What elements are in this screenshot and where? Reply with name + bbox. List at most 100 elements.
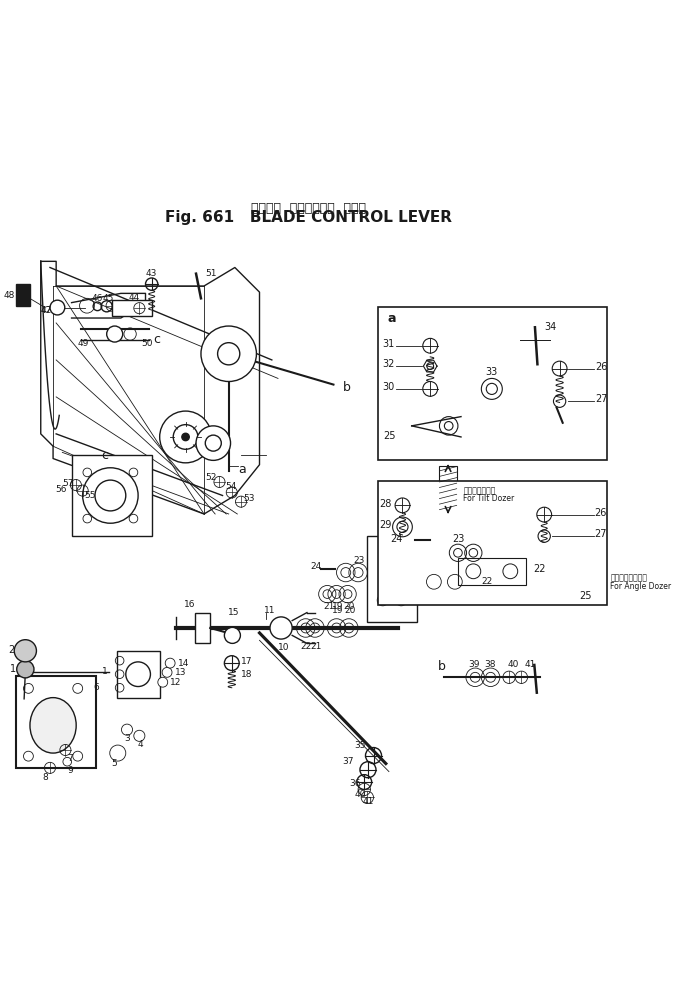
Circle shape [201,326,256,382]
Text: 17: 17 [241,657,252,666]
Text: a: a [387,311,396,324]
Text: 18: 18 [241,670,252,679]
Text: 9: 9 [67,766,73,775]
Text: 19: 19 [332,606,343,615]
Bar [378,307,607,460]
Text: 51: 51 [205,270,217,278]
Text: 48: 48 [4,290,15,299]
Text: For Tilt Dozer: For Tilt Dozer [464,495,515,503]
Text: 22: 22 [481,578,493,587]
Text: 53: 53 [243,495,254,503]
Text: 4: 4 [137,740,143,749]
Text: ブレード  コントロール  レバー: ブレード コントロール レバー [251,201,366,215]
Bar [16,284,30,305]
Text: Fig. 661   BLADE CONTROL LEVER: Fig. 661 BLADE CONTROL LEVER [166,210,452,225]
Bar [112,300,151,315]
Text: 31: 31 [383,339,395,349]
Text: 21: 21 [323,602,334,610]
Text: 39: 39 [468,660,479,670]
Text: 42: 42 [41,305,52,314]
Text: 27: 27 [595,529,607,539]
Text: 50: 50 [141,339,153,349]
Text: b: b [438,660,446,673]
Text: 3: 3 [124,734,130,743]
Circle shape [160,411,211,463]
Text: アングルドーザ用: アングルドーザ用 [610,573,647,582]
Text: b: b [343,382,351,394]
Text: 19: 19 [332,602,344,610]
Text: 14: 14 [178,659,189,668]
Text: 57: 57 [63,479,74,488]
Text: c: c [101,449,108,462]
Text: 5: 5 [112,759,117,768]
Text: 43: 43 [145,269,157,277]
Text: 56: 56 [56,485,67,494]
Text: 38: 38 [485,660,496,670]
Text: 33: 33 [486,367,498,377]
Text: 27: 27 [596,394,608,404]
Text: 41: 41 [363,798,374,807]
Circle shape [166,658,175,668]
Text: 1: 1 [10,664,16,674]
Circle shape [196,426,231,461]
Text: 13: 13 [174,668,186,677]
Text: 49: 49 [77,339,89,349]
Text: 1: 1 [102,667,108,676]
Circle shape [182,433,189,441]
Circle shape [224,627,240,643]
Text: 22: 22 [301,642,312,651]
Circle shape [162,667,172,677]
Bar [378,481,607,606]
Text: 45: 45 [102,293,114,303]
Bar [195,612,210,643]
Text: 23: 23 [452,534,464,544]
Text: 21: 21 [310,642,322,651]
Text: チルトドーザ用: チルトドーザ用 [464,486,496,496]
Text: c: c [153,333,161,346]
Text: 6: 6 [93,683,99,693]
Text: 26: 26 [595,507,607,517]
Text: 23: 23 [354,556,365,565]
Bar [439,466,457,512]
Text: 35: 35 [354,740,365,749]
Text: 41: 41 [524,660,536,670]
Text: 24: 24 [310,562,321,571]
Bar [116,651,160,698]
Bar [71,456,151,535]
Text: 25: 25 [383,431,395,441]
Bar [417,562,479,596]
Text: 20: 20 [344,606,355,615]
Text: For Angle Dozer: For Angle Dozer [610,582,671,592]
Circle shape [17,661,34,678]
Text: 15: 15 [227,608,239,617]
Text: 47: 47 [41,306,52,315]
Text: 32: 32 [383,360,395,370]
Circle shape [50,300,65,315]
Text: 36: 36 [349,779,360,788]
Text: 34: 34 [544,322,557,332]
Circle shape [158,677,168,687]
Circle shape [173,424,198,449]
Text: 40: 40 [508,660,520,670]
Bar [367,535,417,621]
Circle shape [270,616,292,639]
Text: 11: 11 [264,606,276,615]
Text: a: a [238,463,246,476]
Text: 22: 22 [534,565,546,575]
Text: 24: 24 [390,533,402,544]
Text: 54: 54 [225,482,237,491]
Text: 55: 55 [84,491,96,500]
Text: 20: 20 [343,602,355,610]
Text: 25: 25 [579,591,592,601]
Text: 12: 12 [170,678,182,687]
Text: 2: 2 [8,644,14,655]
Text: 8: 8 [42,773,48,782]
Text: 29: 29 [379,520,392,530]
Circle shape [14,640,36,662]
Ellipse shape [30,698,76,753]
Text: 30: 30 [383,383,395,392]
Text: 40: 40 [355,790,366,799]
Text: 26: 26 [596,362,608,372]
Text: 44: 44 [129,292,140,301]
Text: 52: 52 [205,473,217,483]
